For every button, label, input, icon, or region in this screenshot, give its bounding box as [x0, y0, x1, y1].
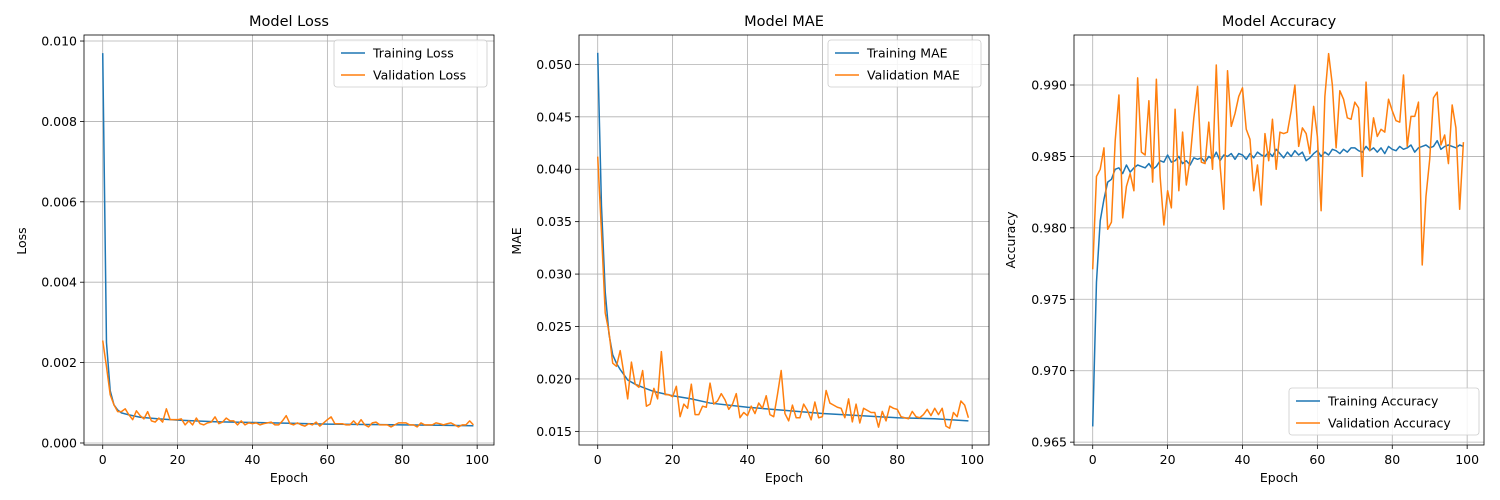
y-tick-label: 0.980 — [1031, 220, 1067, 235]
y-tick-label: 0.990 — [1031, 78, 1067, 93]
x-axis-label: Epoch — [765, 470, 803, 485]
y-tick-label: 0.030 — [536, 267, 572, 282]
x-tick-label: 40 — [245, 452, 261, 467]
legend: Training MAE Validation MAE — [827, 39, 982, 88]
x-tick-label: 60 — [1309, 452, 1325, 467]
legend-entry: Training MAE — [866, 46, 948, 61]
series-line-validation-mae — [596, 156, 970, 429]
legend: Training Accuracy Validation Accuracy — [1288, 387, 1480, 436]
accuracy-chart-panel: Model Accuracy Epoch Accuracy 0 20 40 60 80 1… — [1003, 14, 1485, 485]
x-tick-label: 0 — [99, 452, 107, 467]
y-tick-label: 0.002 — [41, 355, 77, 370]
legend-box — [1288, 387, 1480, 436]
chart-title: Model Accuracy — [1222, 14, 1337, 30]
x-tick-label: 20 — [1160, 452, 1176, 467]
y-tick-label: 0.006 — [41, 194, 77, 209]
x-axis-label: Epoch — [1260, 470, 1298, 485]
y-tick-label: 0.000 — [41, 435, 77, 450]
y-tick-label: 0.050 — [536, 57, 572, 72]
legend-entry: Validation MAE — [867, 68, 960, 83]
y-axis-label: Accuracy — [1003, 211, 1018, 269]
x-tick-label: 100 — [1455, 452, 1479, 467]
y-tick-label: 0.035 — [536, 214, 572, 229]
y-tick-label: 0.040 — [536, 162, 572, 177]
x-tick-label: 80 — [1384, 452, 1400, 467]
series-line-training-loss — [101, 53, 474, 427]
y-tick-label: 0.985 — [1031, 149, 1067, 164]
x-tick-label: 80 — [889, 452, 905, 467]
x-tick-label: 0 — [1089, 452, 1097, 467]
y-tick-label: 0.004 — [41, 275, 77, 290]
y-tick-label: 0.975 — [1031, 292, 1067, 307]
legend: Training Loss Validation Loss — [333, 39, 488, 88]
x-tick-label: 0 — [594, 452, 602, 467]
legend-box — [827, 39, 982, 88]
x-tick-label: 60 — [319, 452, 335, 467]
legend-entry: Validation Accuracy — [1328, 416, 1451, 431]
y-tick-label: 0.965 — [1031, 435, 1067, 450]
y-tick-label: 0.008 — [41, 114, 77, 129]
y-axis-label: MAE — [509, 227, 524, 254]
legend-box — [333, 39, 488, 88]
plot-frame — [1073, 34, 1485, 446]
series-line-validation-accuracy — [1091, 52, 1465, 270]
x-tick-label: 60 — [814, 452, 830, 467]
x-tick-label: 20 — [665, 452, 681, 467]
y-axis-label: Loss — [14, 227, 29, 254]
y-tick-label: 0.025 — [536, 319, 572, 334]
chart-title: Model Loss — [249, 14, 329, 30]
y-tick-label: 0.045 — [536, 109, 572, 124]
x-tick-label: 20 — [170, 452, 186, 467]
y-tick-label: 0.010 — [41, 34, 77, 49]
y-tick-label: 0.970 — [1031, 363, 1067, 378]
x-tick-label: 100 — [465, 452, 489, 467]
mae-chart-panel: Model MAE Epoch MAE 0 20 40 60 80 100 0.015 0.0… — [509, 14, 990, 485]
y-tick-label: 0.015 — [536, 424, 572, 439]
x-tick-label: 100 — [960, 452, 984, 467]
x-tick-label: 80 — [394, 452, 410, 467]
plot-frame — [83, 34, 495, 446]
x-axis-label: Epoch — [270, 470, 308, 485]
series-line-training-mae — [596, 52, 969, 422]
x-tick-label: 40 — [1235, 452, 1251, 467]
legend-entry: Validation Loss — [373, 68, 466, 83]
chart-title: Model MAE — [744, 14, 824, 30]
legend-entry: Training Loss — [372, 46, 454, 61]
loss-chart-panel: Model Loss Epoch Loss 0 20 40 60 80 100 0.000 0… — [14, 14, 495, 485]
y-tick-label: 0.020 — [536, 371, 572, 386]
series-line-validation-loss — [101, 340, 474, 428]
plot-frame — [578, 34, 990, 446]
series-line-training-accuracy — [1091, 139, 1464, 427]
x-tick-label: 40 — [740, 452, 756, 467]
legend-entry: Training Accuracy — [1327, 394, 1439, 409]
